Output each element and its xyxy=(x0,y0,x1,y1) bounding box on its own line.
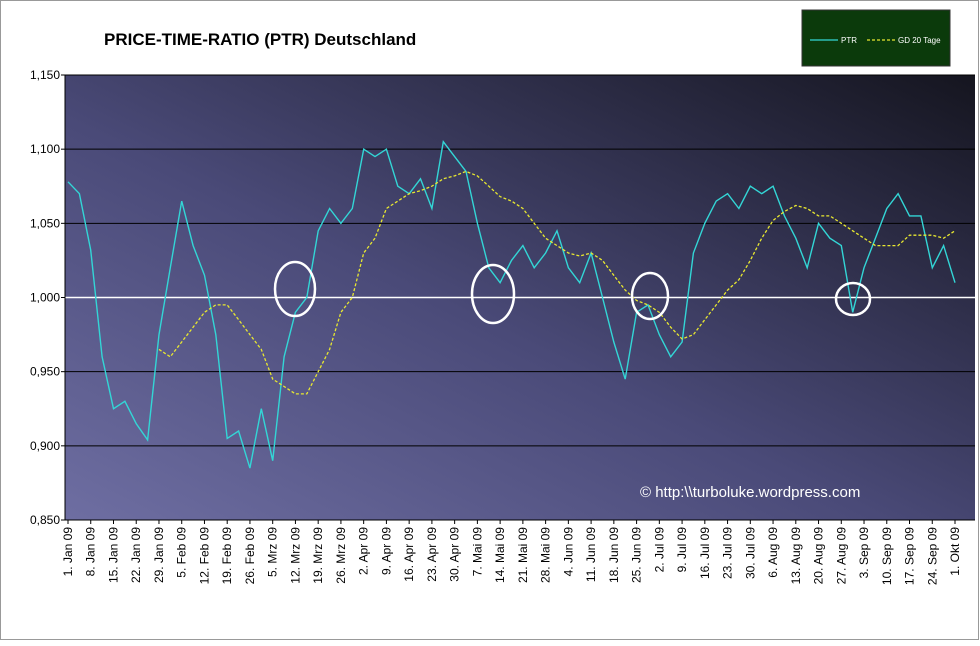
highlight-circle xyxy=(470,263,516,325)
x-tick-label: 1. Jan 09 xyxy=(61,527,75,577)
x-tick-label: 20. Aug 09 xyxy=(812,527,826,585)
x-tick-label: 26. Mrz 09 xyxy=(334,527,348,584)
x-tick-label: 13. Aug 09 xyxy=(789,527,803,585)
x-tick-label: 10. Sep 09 xyxy=(880,527,894,585)
x-tick-label: 23. Apr 09 xyxy=(425,527,439,582)
y-tick-label: 1,150 xyxy=(30,68,60,82)
x-tick-label: 22. Jan 09 xyxy=(129,527,143,583)
x-tick-label: 28. Mai 09 xyxy=(539,527,553,583)
x-tick-label: 17. Sep 09 xyxy=(903,527,917,585)
legend: PTR GD 20 Tage xyxy=(801,9,951,67)
legend-label: GD 20 Tage xyxy=(898,36,941,45)
y-tick-label: 0,900 xyxy=(30,439,60,453)
y-tick-label: 0,850 xyxy=(30,513,60,527)
x-tick-label: 6. Aug 09 xyxy=(766,527,780,578)
x-tick-label: 9. Jul 09 xyxy=(675,527,689,573)
y-tick-label: 1,000 xyxy=(30,291,60,305)
x-tick-label: 19. Feb 09 xyxy=(220,527,234,585)
x-tick-label: 16. Apr 09 xyxy=(402,527,416,582)
copyright: © http:\\turboluke.wordpress.com xyxy=(640,484,860,501)
x-tick-label: 2. Jul 09 xyxy=(652,527,666,573)
x-tick-label: 1. Okt 09 xyxy=(948,527,962,576)
annotation-circles xyxy=(273,260,872,325)
x-tick-label: 30. Jul 09 xyxy=(743,527,757,579)
legend-box xyxy=(801,9,951,67)
series-line xyxy=(67,139,956,469)
highlight-circle xyxy=(273,260,317,318)
x-tick-label: 5. Feb 09 xyxy=(175,527,189,578)
y-tick-label: 1,100 xyxy=(30,142,60,156)
x-tick-label: 30. Apr 09 xyxy=(448,527,462,582)
x-tick-label: 23. Jul 09 xyxy=(721,527,735,579)
x-tick-label: 15. Jan 09 xyxy=(106,527,120,583)
x-tick-label: 3. Sep 09 xyxy=(857,527,871,579)
y-tick-label: 0,950 xyxy=(30,365,60,379)
x-tick-label: 4. Jun 09 xyxy=(561,527,575,577)
x-tick-label: 14. Mai 09 xyxy=(493,527,507,583)
x-tick-label: 5. Mrz 09 xyxy=(266,527,280,577)
chart-title: PRICE-TIME-RATIO (PTR) Deutschland xyxy=(104,30,416,49)
series-line xyxy=(158,170,956,395)
x-tick-label: 25. Jun 09 xyxy=(630,527,644,583)
x-tick-label: 12. Mrz 09 xyxy=(288,527,302,584)
x-tick-label: 18. Jun 09 xyxy=(607,527,621,583)
x-tick-label: 8. Jan 09 xyxy=(84,527,98,577)
x-tick-label: 26. Feb 09 xyxy=(243,527,257,585)
y-tick-label: 1,050 xyxy=(30,216,60,230)
x-tick-label: 19. Mrz 09 xyxy=(311,527,325,584)
legend-label: PTR xyxy=(841,36,857,45)
x-tick-label: 16. Jul 09 xyxy=(698,527,712,579)
x-tick-label: 9. Apr 09 xyxy=(379,527,393,575)
x-tick-label: 29. Jan 09 xyxy=(152,527,166,583)
x-tick-label: 12. Feb 09 xyxy=(197,527,211,585)
x-tick-label: 27. Aug 09 xyxy=(834,527,848,585)
highlight-circle xyxy=(834,281,872,317)
x-tick-label: 24. Sep 09 xyxy=(925,527,939,585)
x-tick-label: 2. Apr 09 xyxy=(357,527,371,575)
highlight-circle xyxy=(630,271,670,321)
x-tick-label: 11. Jun 09 xyxy=(584,527,598,582)
x-tick-label: 7. Mai 09 xyxy=(470,527,484,577)
x-tick-label: 21. Mai 09 xyxy=(516,527,530,583)
